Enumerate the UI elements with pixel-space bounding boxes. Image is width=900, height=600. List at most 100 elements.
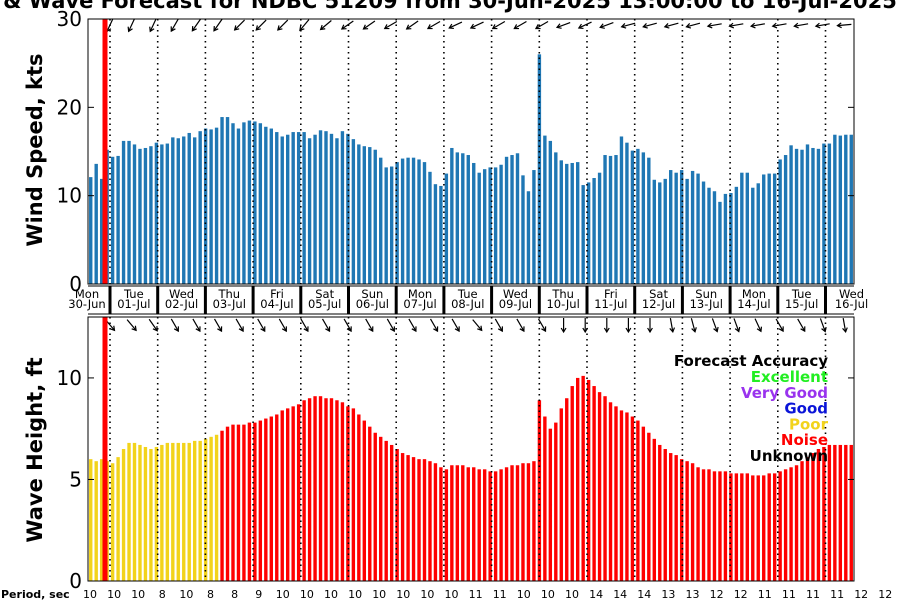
day-dow-label: Fri xyxy=(270,287,284,301)
wave-arrow xyxy=(235,318,244,333)
wave-bar xyxy=(209,436,213,581)
wind-bar xyxy=(335,138,339,284)
wind-bar xyxy=(395,162,399,284)
wave-bar xyxy=(844,444,848,581)
wave-bar xyxy=(532,461,536,581)
wave-bar xyxy=(833,444,837,581)
wind-bar xyxy=(844,134,848,284)
wave-arrow xyxy=(625,318,632,334)
wave-arrow-head xyxy=(842,327,848,334)
wave-arrow-shaft xyxy=(733,318,740,332)
wind-arrow xyxy=(534,20,549,30)
wave-bar xyxy=(504,467,509,581)
period-value: 10 xyxy=(565,588,579,600)
wave-arrow-shaft xyxy=(669,318,674,332)
wind-arrow-shaft xyxy=(234,19,245,31)
wind-bar xyxy=(608,155,613,284)
wind-bar xyxy=(559,160,563,284)
day-date-label: 14-Jul xyxy=(737,297,770,311)
wind-arrow-shaft xyxy=(191,18,201,32)
wind-arrow-head xyxy=(706,22,713,29)
wave-bar xyxy=(99,459,104,581)
wave-bar xyxy=(384,440,388,581)
day-dow-label: Wed xyxy=(169,287,194,301)
wave-bar xyxy=(89,459,93,581)
wind-bar xyxy=(597,172,602,284)
wave-arrow-shaft xyxy=(213,318,223,332)
wave-arrow-head xyxy=(756,326,763,333)
wind-arrow-head xyxy=(749,22,756,29)
wind-arrow-shaft xyxy=(213,18,223,32)
period-value: 12 xyxy=(710,588,724,600)
wind-bar xyxy=(625,142,629,284)
wave-arrow xyxy=(797,318,806,333)
wave-bar xyxy=(357,414,361,581)
wave-bar xyxy=(324,398,328,581)
wave-bar xyxy=(576,377,580,581)
wind-arrow-shaft xyxy=(170,18,179,32)
wind-bar xyxy=(99,178,104,284)
wave-bar xyxy=(603,396,607,581)
wave-bar xyxy=(264,418,268,581)
wind-bar xyxy=(592,178,596,284)
wave-arrow xyxy=(754,318,763,333)
wind-bar xyxy=(510,155,514,284)
wave-bar xyxy=(597,392,602,581)
wave-bar xyxy=(307,398,312,581)
wave-bar xyxy=(745,473,749,581)
wave-bar xyxy=(734,473,739,581)
wind-arrow-shaft xyxy=(406,20,419,30)
wave-bar xyxy=(658,444,662,581)
wave-bar xyxy=(510,465,514,581)
wave-arrow-head xyxy=(195,326,201,333)
wave-bar xyxy=(772,473,777,581)
wave-bar xyxy=(242,424,246,581)
wind-arrow xyxy=(426,20,441,30)
wave-bar xyxy=(187,442,191,581)
wave-bar xyxy=(718,471,722,581)
wind-bar xyxy=(121,140,126,284)
wind-arrow xyxy=(319,20,332,31)
day-date-label: 16-Jul xyxy=(835,297,868,311)
wind-bar xyxy=(417,159,421,284)
wind-bar xyxy=(482,169,487,284)
wave-bar xyxy=(417,459,421,581)
wind-bar xyxy=(641,152,646,284)
wave-bar xyxy=(389,444,394,581)
wind-arrow-head xyxy=(469,23,476,30)
wind-bar xyxy=(176,138,180,284)
legend-item: Noise xyxy=(781,431,828,449)
period-value: 10 xyxy=(107,588,121,600)
wave-arrow-shaft xyxy=(386,318,395,332)
wave-arrow-shaft xyxy=(711,318,718,332)
wind-bar xyxy=(275,132,279,284)
wave-arrow-shaft xyxy=(343,318,352,332)
wind-arrow xyxy=(771,22,787,29)
wave-bar xyxy=(444,469,449,581)
wave-bar xyxy=(110,463,115,581)
period-value: 8 xyxy=(207,588,214,600)
day-dow-label: Tue xyxy=(457,287,478,301)
wind-arrow-head xyxy=(836,22,842,29)
wave-bar xyxy=(466,467,470,581)
wind-bar xyxy=(94,163,98,284)
wave-arrow-shaft xyxy=(494,318,503,332)
wind-bar xyxy=(236,128,241,284)
wind-bar xyxy=(247,120,252,284)
wind-bar xyxy=(340,131,345,284)
wave-arrow-head xyxy=(691,327,697,333)
wind-arrow xyxy=(469,21,484,30)
wind-arrow-head xyxy=(793,22,799,29)
wind-bar xyxy=(537,54,542,284)
wave-axes-frame xyxy=(87,316,855,582)
wind-bar xyxy=(280,136,284,284)
wave-bar xyxy=(154,446,159,581)
wave-bar xyxy=(286,408,290,581)
wave-bar xyxy=(712,471,717,581)
wave-bar xyxy=(275,414,279,581)
wind-bar xyxy=(357,144,361,284)
wind-bar xyxy=(461,153,465,284)
wind-arrow xyxy=(255,19,267,31)
wind-bar xyxy=(384,167,388,284)
wind-direction-arrows xyxy=(105,18,852,33)
